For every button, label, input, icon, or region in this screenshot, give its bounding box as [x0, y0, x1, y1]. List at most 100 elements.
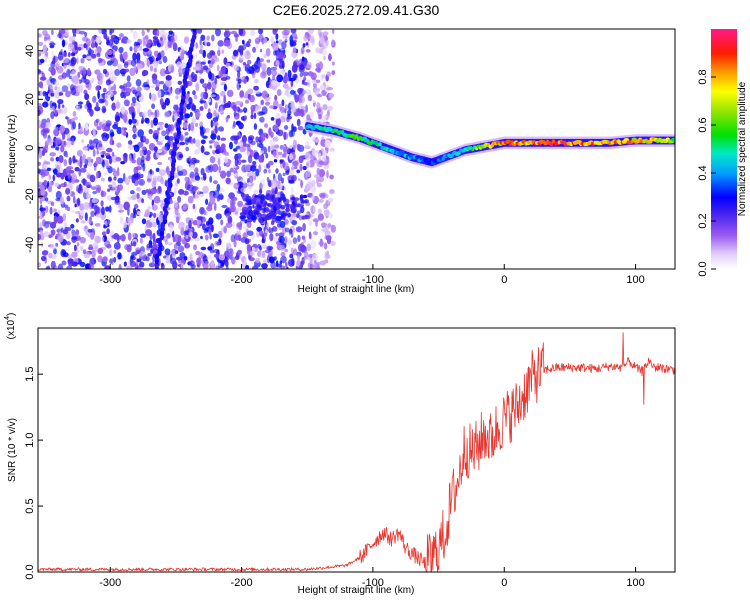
spectrogram-cell [300, 244, 307, 252]
spectrogram-cell [53, 208, 57, 213]
spectrogram-cell [209, 175, 213, 183]
spectrogram-cell [314, 89, 319, 95]
spectrogram-cell [299, 163, 303, 172]
spectrogram-cell [246, 220, 252, 228]
spectrogram-cell [44, 55, 47, 62]
spectrogram-cell [178, 154, 184, 159]
spectrogram-cell [315, 63, 321, 68]
spectrogram-cell [183, 36, 190, 44]
spectrogram-cell [71, 236, 78, 240]
spectrogram-cell [148, 221, 153, 228]
spectrogram-cell [244, 257, 247, 265]
spectrogram-cell [189, 174, 195, 178]
spectrogram-cell [260, 99, 265, 106]
spectrogram-cell [69, 187, 72, 196]
spectrogram-cell [275, 40, 279, 44]
spectrogram-cell [271, 226, 278, 232]
spectrogram-cell [248, 38, 252, 44]
spectrogram-cell [312, 99, 316, 104]
spectrogram-cell [123, 261, 127, 267]
spectrogram-cell [212, 149, 216, 155]
spectrogram-cell [301, 216, 309, 220]
spectrogram-cell [297, 254, 301, 261]
spectrogram-cell [132, 52, 137, 61]
spectrogram-cell [82, 249, 87, 255]
spectrogram-cell [140, 237, 143, 244]
spectrogram-cell [273, 49, 277, 56]
spectrogram-cell [223, 226, 227, 234]
spectrogram-cell [91, 186, 96, 191]
snr-x-tick-label: 0 [501, 577, 507, 589]
spectrogram-cell [143, 86, 150, 91]
spectrogram-cell [135, 186, 142, 192]
spectrogram-cell [135, 79, 142, 87]
spectrogram-cell [57, 52, 64, 61]
spectrogram-cell [324, 139, 331, 148]
spectrogram-cell [206, 35, 210, 41]
spectrogram-cell [292, 237, 298, 245]
spectrogram-cell [324, 159, 330, 165]
spectrogram-cell [242, 141, 247, 147]
spectrogram-cell [74, 41, 78, 51]
spectrogram-cell [137, 211, 141, 216]
spectrogram-cell [282, 159, 285, 169]
spectrogram-cell [49, 206, 53, 215]
spectrogram-cell [61, 39, 66, 48]
spectrogram-cell [188, 231, 193, 238]
spectrogram-cell [204, 86, 208, 93]
spectrogram-cell [144, 39, 151, 48]
spectrogram-cell [202, 185, 209, 194]
spectrogram-cell [61, 132, 66, 140]
spectrogram-cell [237, 70, 241, 79]
spectrogram-y-tick-label: -40 [24, 237, 36, 253]
spectrogram-cell [72, 110, 77, 117]
spectrogram-cell [215, 102, 218, 110]
spectrogram-cell [139, 233, 147, 238]
spectrogram-cell [50, 92, 55, 97]
spectrogram-cell [109, 249, 113, 257]
spectrogram-cell [260, 132, 266, 142]
spectrogram-cell [111, 168, 116, 173]
spectrogram-cell [81, 139, 84, 143]
spectrogram-cell [119, 216, 124, 225]
spectrogram-cell [223, 83, 227, 92]
spectrogram-cell [72, 33, 77, 37]
spectrogram-cell [109, 29, 115, 34]
spectrogram-cell [296, 76, 303, 83]
spectrogram-cell [165, 75, 172, 81]
snr-y-label: SNR (10 * v/v) [7, 418, 18, 482]
spectrogram-cell [98, 29, 103, 34]
spectrogram-cell [180, 51, 184, 60]
spectrogram-cell [149, 65, 154, 72]
spectrogram-cell [231, 256, 236, 265]
spectrogram-cell [146, 29, 150, 33]
spectrogram-cell [147, 206, 151, 210]
spectrogram-cell [167, 40, 172, 49]
spectrogram-cell [155, 57, 159, 62]
spectrogram-cell [149, 92, 152, 100]
spectrogram-cell [123, 201, 130, 211]
spectrogram-cell [255, 37, 259, 41]
spectrogram-cell [162, 32, 168, 37]
spectrogram-cell [312, 218, 320, 223]
spectrogram-cell [139, 149, 145, 157]
spectrogram-cell [136, 52, 141, 61]
spectrogram-cell [304, 141, 310, 148]
spectrogram-cell [258, 164, 262, 173]
spectrogram-cell [200, 91, 206, 99]
spectrogram-cell [325, 235, 332, 241]
spectrogram-cell [101, 150, 106, 155]
spectrogram-cell [39, 76, 47, 81]
spectrogram-cell [79, 167, 87, 173]
spectrogram-cell [173, 104, 179, 111]
spectrogram-cell [237, 78, 242, 84]
spectrogram-cell [56, 215, 64, 224]
spectrogram-cell [118, 203, 124, 210]
spectrogram-cell [164, 123, 169, 129]
spectrogram-cell [153, 129, 160, 136]
spectrogram-cell [105, 79, 112, 86]
spectrogram-cell [237, 200, 244, 208]
spectrogram-cell [197, 146, 201, 153]
spectrogram-cell [65, 188, 71, 195]
spectrogram-cell [255, 136, 259, 143]
